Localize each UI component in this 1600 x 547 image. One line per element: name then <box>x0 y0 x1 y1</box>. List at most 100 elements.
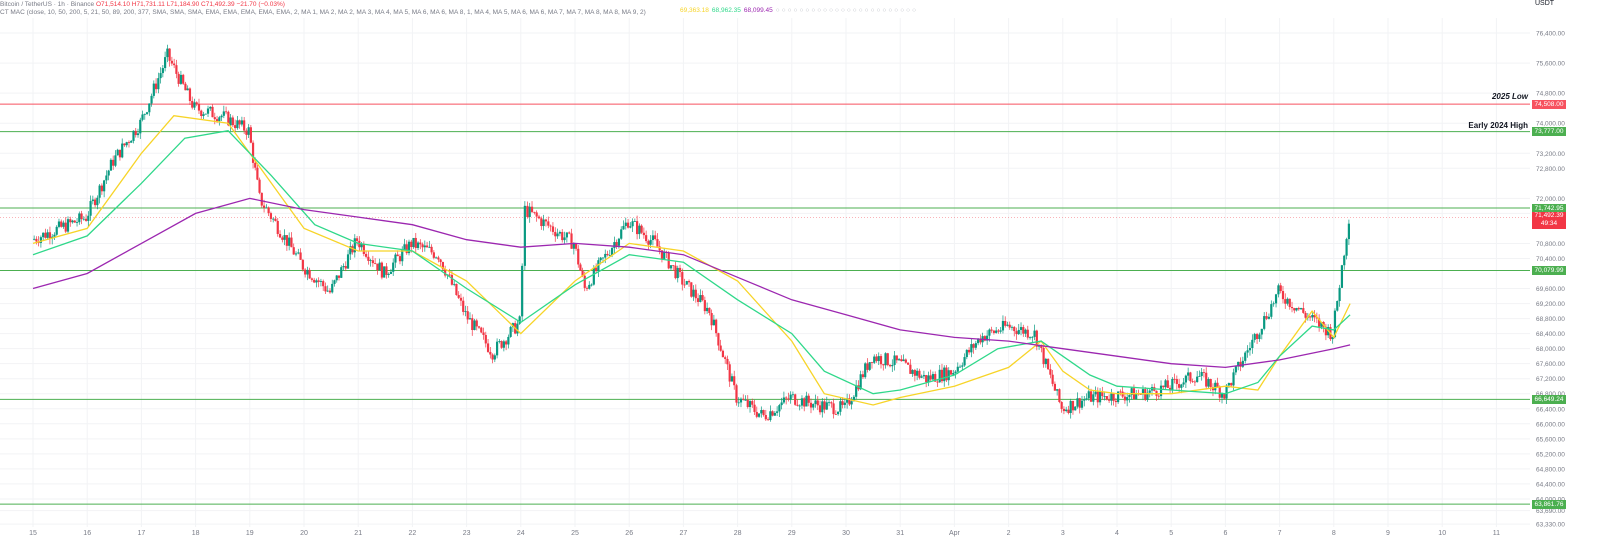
candle-body <box>547 221 550 226</box>
candle-body <box>1227 383 1230 386</box>
candle-body <box>1126 397 1129 401</box>
candle-body <box>579 264 582 271</box>
candle-body <box>495 341 499 356</box>
candle-body <box>267 207 270 214</box>
candle-body <box>1343 255 1346 266</box>
symbol-label[interactable]: Bitcoin / TetherUS · 1h · Binance <box>0 1 95 8</box>
candle-body <box>1347 223 1350 240</box>
candle-body <box>100 185 103 192</box>
candle-body <box>1094 391 1097 395</box>
x-tick-label: 30 <box>842 530 850 537</box>
candle-body <box>215 119 219 122</box>
candle-body <box>482 332 485 335</box>
candle-body <box>57 221 61 227</box>
candle-body <box>459 297 463 301</box>
candle-body <box>518 316 521 324</box>
candle-body <box>346 254 350 269</box>
candle-body <box>927 375 930 383</box>
candle-body <box>410 241 413 248</box>
candle-body <box>53 234 56 237</box>
candle-body <box>1069 400 1072 413</box>
candle-body <box>1101 391 1104 397</box>
candle-body <box>629 226 632 228</box>
candle-body <box>206 108 210 114</box>
candle-body <box>247 127 250 135</box>
candle-body <box>500 341 503 348</box>
candle-body <box>103 180 106 192</box>
candle-body <box>148 103 151 113</box>
candle-body <box>613 242 616 248</box>
candle-body <box>1044 358 1047 365</box>
candle-body <box>168 48 171 61</box>
candle-body <box>526 205 529 217</box>
indicator-settings[interactable]: CT MAC (close, 10, 50, 200, 5, 21, 50, 8… <box>0 9 646 16</box>
candle-body <box>367 256 370 261</box>
y-tick-label: 63,330.00 <box>1536 522 1565 529</box>
candle-body <box>893 355 896 365</box>
candle-body <box>882 364 885 366</box>
candle-body <box>1196 376 1199 383</box>
x-tick-label: 5 <box>1169 530 1173 537</box>
candle-body <box>683 284 686 286</box>
candle-body <box>304 269 307 275</box>
candle-body <box>292 247 295 255</box>
candle-body <box>979 338 982 343</box>
candle-body <box>540 218 543 227</box>
y-tick-label: 63,690.00 <box>1536 508 1565 515</box>
candle-body <box>121 143 124 158</box>
x-tick-label: 17 <box>138 530 146 537</box>
candle-body <box>335 275 338 281</box>
candle-body <box>1144 389 1147 400</box>
candle-body <box>1031 336 1034 338</box>
candle-body <box>556 233 559 237</box>
candle-body <box>392 262 395 272</box>
candle-body <box>353 238 356 253</box>
currency-label: USDT <box>1535 0 1555 7</box>
ma-line-ma-3 <box>32 197 1351 369</box>
candle-body <box>663 252 666 259</box>
candle-body <box>972 344 975 348</box>
candle-body <box>394 254 397 263</box>
candle-body <box>299 252 302 260</box>
candle-body <box>202 114 205 116</box>
candle-body <box>818 405 822 413</box>
candle-body <box>911 370 914 374</box>
candle-body <box>164 57 167 69</box>
candle-body <box>491 354 494 360</box>
candle-body <box>152 83 155 96</box>
candle-body <box>1232 372 1235 386</box>
candle-body <box>1065 409 1068 412</box>
candle-body <box>530 206 534 212</box>
candle-body <box>254 162 257 168</box>
candle-body <box>1324 326 1327 336</box>
candle-body <box>1040 344 1043 348</box>
candle-body <box>1308 316 1312 318</box>
candle-body <box>1253 334 1256 340</box>
candle-body <box>220 115 223 118</box>
indicator-toggles[interactable]: ○○○○○○○○○○○○○○○○○○○○○○○○ <box>775 7 918 14</box>
candle-body <box>276 220 279 234</box>
candle-body <box>306 269 309 275</box>
candle-body <box>258 179 261 193</box>
x-tick-label: 2 <box>1007 530 1011 537</box>
candle-body <box>1083 399 1086 401</box>
candle-body <box>1146 392 1149 400</box>
candle-body <box>170 60 173 64</box>
candle-body <box>498 341 501 342</box>
candle-body <box>696 298 700 302</box>
candle-body <box>848 398 851 405</box>
y-tick-label: 66,400.00 <box>1536 406 1565 413</box>
candle-body <box>136 133 140 136</box>
candle-body <box>450 274 454 285</box>
candle-body <box>1320 322 1323 327</box>
candle-body <box>1047 358 1050 370</box>
candle-body <box>1239 361 1242 367</box>
candle-body <box>236 120 239 129</box>
candle-body <box>453 283 456 285</box>
candle-body <box>369 260 372 261</box>
candle-body <box>211 106 214 118</box>
candle-body <box>599 257 602 261</box>
x-tick-label: 29 <box>788 530 796 537</box>
candle-body <box>834 414 837 415</box>
